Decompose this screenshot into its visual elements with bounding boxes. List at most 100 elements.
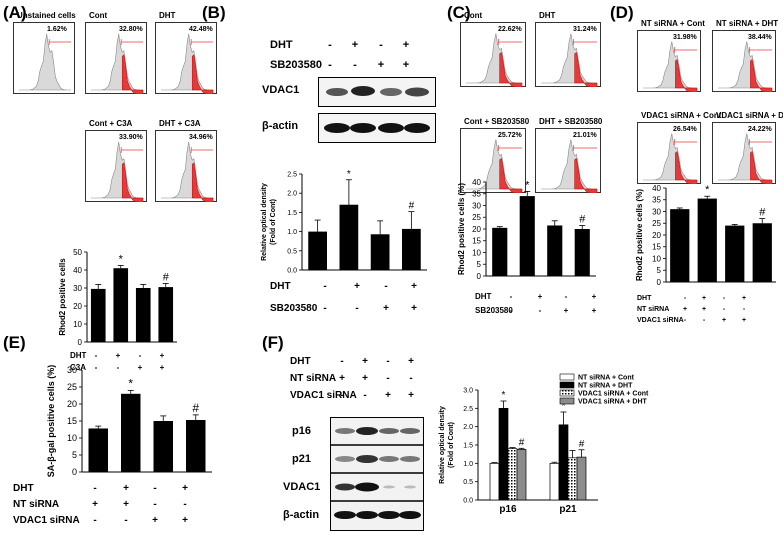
y-axis-label: Rhod2 positive cells [58,258,67,336]
treatment-label: VDAC1 siRNA [290,390,357,401]
histogram-red-region [121,162,144,202]
legend-swatch [559,373,575,381]
treatment-sign: + [351,39,359,51]
histogram-percent: 31.24% [573,26,597,33]
legend-entry: NT siRNA + Cont [578,375,635,382]
y-tick-label: 30 [67,365,77,375]
treatment-sign: + [377,59,385,71]
category-label: p16 [499,504,517,515]
histogram-title: DHT + SB203580 [539,117,603,126]
treatment-sign: - [116,363,120,372]
bar [113,268,129,342]
treatment-label: SB203580 [270,303,318,314]
blot-label-beta-actin: β-actin [262,120,299,132]
panel-label-e: (E) [3,333,26,352]
chart-b: 0.0 0.5 1.0 1.5 2.0 2.5 Relative optical densi… [261,169,427,274]
treatment-sign: + [591,306,597,315]
treatment-sign: + [741,295,747,302]
treatment-label: C3A [70,363,87,372]
y-tick-label: 35 [472,190,481,199]
legend-swatch [559,397,575,405]
y-tick-label: 5 [657,266,662,275]
treatment-sign: - [386,356,390,367]
y-tick-label: 15 [67,416,77,426]
flow-histogram [535,22,601,87]
treatment-sign: - [153,483,157,494]
significance-mark: * [525,179,530,191]
y-tick-label: 30 [652,207,661,216]
bar [574,229,590,276]
flow-histogram [13,22,75,94]
y-tick-label: 2.5 [287,171,297,178]
significance-mark: # [519,437,525,448]
blot-label-beta-actin-f: β-actin [283,509,320,521]
y-tick-label: 5 [477,260,482,269]
panel-label-f: (F) [262,333,284,352]
significance-mark: * [128,376,133,390]
significance-mark: # [409,201,415,212]
significance-mark: # [192,401,199,415]
treatment-sign: + [701,295,707,302]
treatment-sign: - [509,292,513,301]
treatment-sign: - [183,499,187,510]
bar [498,407,509,501]
treatment-sign: - [722,295,726,302]
histogram-title: NT siRNA + DHT [716,19,779,28]
significance-mark: * [705,184,710,196]
histogram-red-region [574,157,598,193]
histogram-gray-curve [161,33,213,91]
treatment-sign: - [323,281,327,292]
bar [339,204,359,270]
treatment-label: DHT [290,356,311,367]
histogram-red-region [750,151,773,184]
flow-histogram [85,22,147,94]
treatment-sign: + [115,351,121,360]
histogram-gray-curve [541,33,597,84]
y-tick-label: 10 [73,320,82,329]
histogram-percent: 26.54% [673,126,697,133]
flow-histogram [535,128,601,193]
y-tick-label: 15 [472,237,481,246]
y-tick-label: 1.5 [463,443,473,450]
bar [516,449,527,501]
y-tick-label: 5 [72,450,77,460]
panel-label-a: (A) [3,3,27,22]
treatment-sign: + [137,363,143,372]
treatment-sign: - [363,390,367,401]
y-tick-label: 0 [657,278,662,287]
histogram-gray-curve [466,33,522,84]
histogram-percent: 25.72% [498,132,522,139]
histogram-percent: 42.48% [189,26,213,33]
histogram-red-region [675,151,698,184]
bar [697,198,717,282]
bar [752,223,772,282]
chart-f: 0.0 0.5 1.0 1.5 2.0 2.5 3.0 Relative optical de… [439,373,649,515]
bar [308,231,327,270]
histogram-percent: 32.80% [119,26,143,33]
bar [725,225,745,282]
y-axis-label: SA-β-gal positive cells (%) [46,365,56,478]
y-tick-label: 2.0 [287,191,297,198]
flow-histogram [637,122,701,184]
y-tick-label: 0.0 [287,267,297,274]
treatment-sign: + [354,281,360,292]
treatment-sign: + [741,317,747,324]
bar [492,227,508,276]
y-tick-label: 1.0 [463,461,473,468]
y-tick-label: 10 [652,254,661,263]
significance-mark: * [502,390,506,401]
chart-a: 0 10 20 30 40 50 Rhod2 positive cells * # [58,248,177,347]
bar [567,457,578,501]
significance-mark: # [579,439,585,450]
bar [519,196,535,276]
treatment-sign: - [94,363,98,372]
treatment-label: DHT [70,351,87,360]
treatment-sign: - [722,306,726,313]
treatment-sign: - [538,306,542,315]
y-tick-label: 20 [472,225,481,234]
y-tick-label: 40 [472,178,481,187]
flow-histogram [460,128,526,193]
y-tick-label: 25 [472,213,481,222]
histogram-red-region [191,54,214,94]
y-tick-label: 20 [67,399,77,409]
